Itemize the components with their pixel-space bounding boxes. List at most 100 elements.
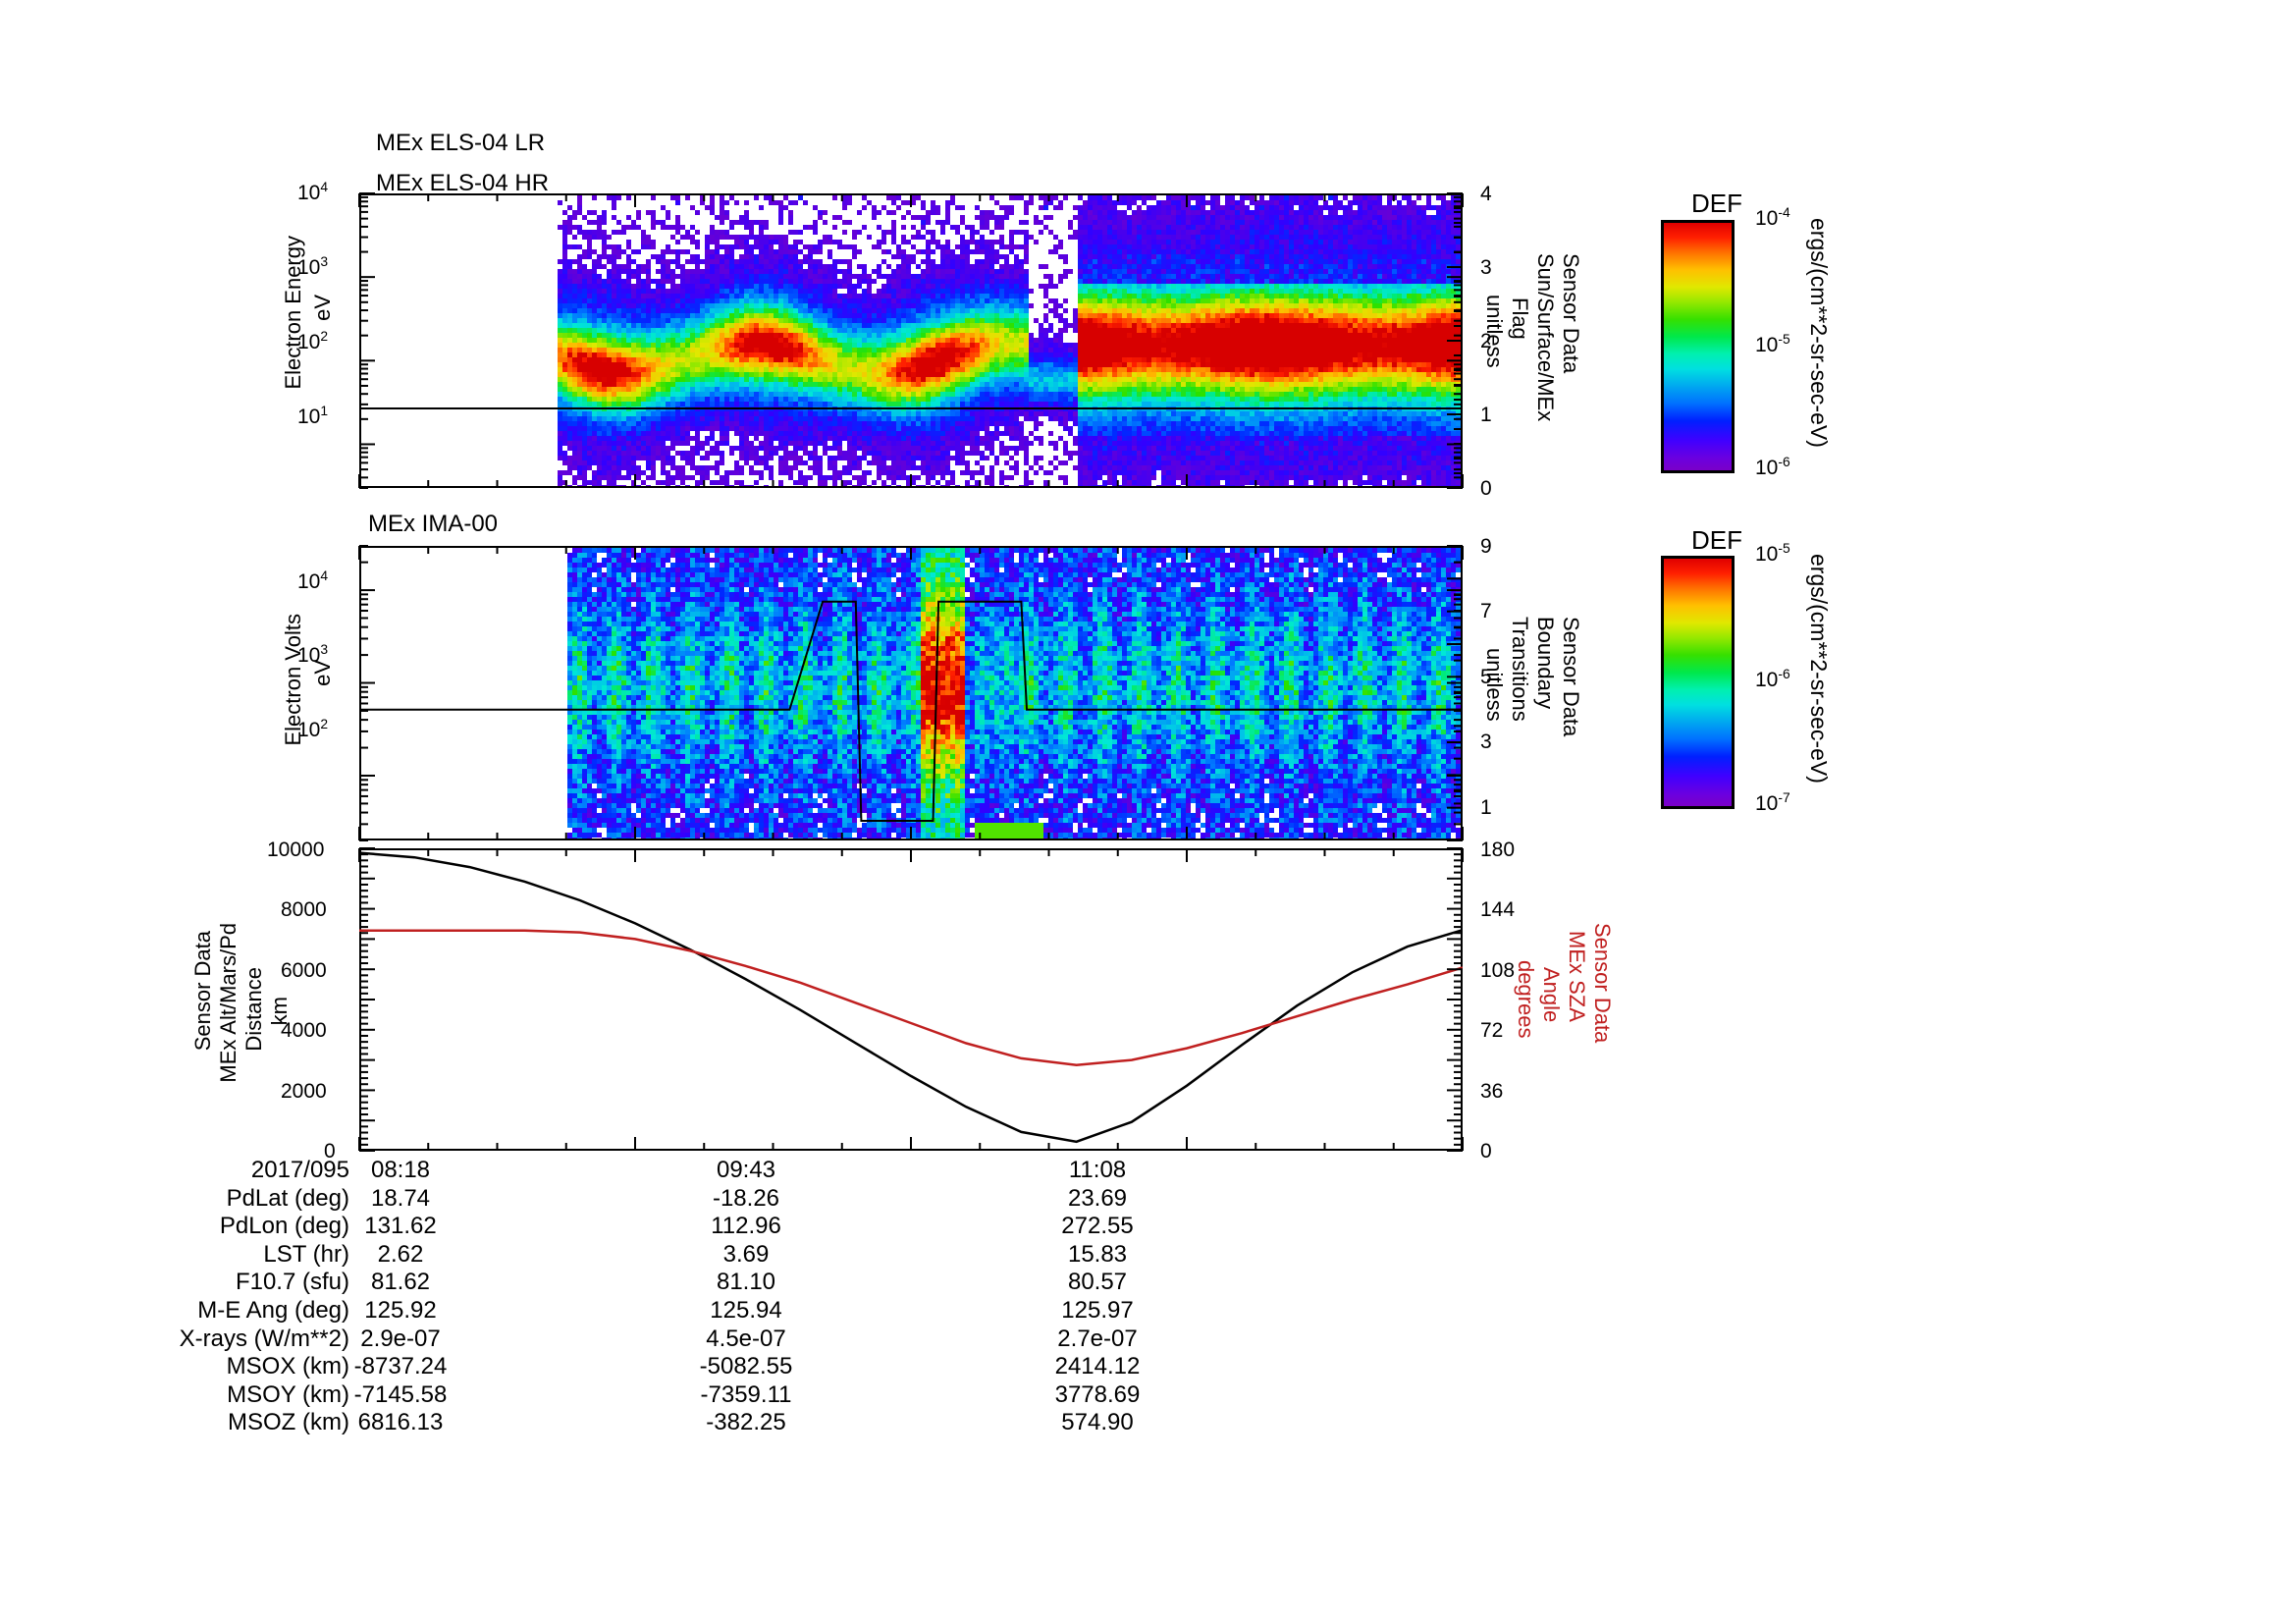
info-row-label: F10.7 (sfu) (235, 1269, 349, 1296)
panel2-title: MEx IMA-00 (368, 511, 499, 537)
info-row-label: M-E Ang (deg) (197, 1297, 349, 1324)
info-cell: 3778.69 (1054, 1380, 1141, 1408)
colorbar2-tick-top: 10-5 (1755, 540, 1790, 566)
panel2-right-axis-label-l1: Boundary (1532, 617, 1558, 710)
panel2-boundary-trace (359, 600, 1463, 822)
panel2-right-tick-1: 1 (1480, 796, 1492, 819)
info-cell: -7145.58 (353, 1380, 448, 1408)
colorbar2-gradient (1664, 559, 1732, 806)
panel1-flag-trace (359, 407, 1463, 409)
panel3-ytick-10000: 10000 (267, 839, 325, 861)
panel1-title-lr: MEx ELS-04 LR (376, 130, 546, 156)
info-cell: 2.9e-07 (360, 1325, 441, 1352)
info-row-label: MSOY (km) (227, 1380, 349, 1408)
colorbar1 (1661, 220, 1735, 473)
info-cell: -18.26 (712, 1184, 780, 1212)
panel1-ytick-10: 101 (297, 403, 329, 428)
info-cell: 81.10 (716, 1269, 776, 1296)
info-cell: 2.7e-07 (1057, 1325, 1138, 1352)
panel3-ytick-6000: 6000 (281, 959, 327, 982)
panel3-right-tick-180: 180 (1480, 839, 1516, 861)
panel3-right-axis-label-l0: Sensor Data (1589, 923, 1615, 1044)
info-row-label: LST (hr) (263, 1240, 349, 1268)
colorbar2-units: ergs/(cm**2-sr-sec-eV) (1805, 554, 1832, 784)
info-cell: 18.74 (370, 1184, 431, 1212)
panel2-right-tick-9: 9 (1480, 535, 1492, 558)
panel1-spectrogram (361, 195, 1461, 486)
info-row-label: MSOX (km) (226, 1353, 349, 1380)
panel2-right-tick-3: 3 (1480, 730, 1492, 753)
panel1-ytick-100: 102 (297, 328, 329, 353)
panel3-right-tick-108: 108 (1480, 959, 1516, 982)
info-row-label: PdLon (deg) (219, 1213, 349, 1240)
info-cell: 4.5e-07 (706, 1325, 786, 1352)
colorbar1-tick-top: 10-4 (1755, 204, 1790, 230)
panel2-right-tick-7: 7 (1480, 600, 1492, 622)
info-cell: 112.96 (711, 1213, 781, 1240)
panel2-spectrogram (361, 548, 1461, 839)
panel2-ytick-100: 102 (297, 716, 329, 741)
panel2-ytick-1000: 103 (297, 641, 329, 667)
info-cell: 81.62 (370, 1269, 431, 1296)
panel1-right-axis-label-l1: Sun/Surface/MEx (1532, 253, 1558, 422)
panel3-line-traces (359, 851, 1463, 1144)
info-cell: 574.90 (1061, 1409, 1134, 1436)
info-row-label: PdLat (deg) (226, 1184, 349, 1212)
panel3-ytick-0: 0 (324, 1140, 336, 1163)
info-cell: 15.83 (1067, 1240, 1128, 1268)
panel2-right-axis-label-l3: unitless (1481, 648, 1507, 722)
info-cell: 80.57 (1067, 1269, 1128, 1296)
colorbar2-title: DEF (1691, 525, 1742, 555)
info-cell: 6816.13 (357, 1409, 444, 1436)
colorbar1-tick-mid: 10-5 (1755, 331, 1790, 356)
info-cell: 23.69 (1067, 1184, 1128, 1212)
info-row-label: 2017/095 (250, 1157, 349, 1183)
panel1-right-tick-3: 3 (1480, 256, 1492, 279)
colorbar1-gradient (1664, 223, 1732, 470)
panel1-right-tick-1: 1 (1480, 404, 1492, 426)
colorbar1-units: ergs/(cm**2-sr-sec-eV) (1805, 218, 1832, 448)
panel3-right-tick-144: 144 (1480, 898, 1516, 921)
info-cell: -5082.55 (699, 1353, 793, 1380)
info-cell: 272.55 (1061, 1213, 1134, 1240)
info-cell: 09:43 (716, 1157, 776, 1183)
panel2-right-axis-label-l2: Transitions (1507, 617, 1532, 722)
panel3-ytick-8000: 8000 (281, 898, 327, 921)
panel3-right-tick-72: 72 (1480, 1019, 1504, 1042)
panel1-right-tick-0: 0 (1480, 477, 1492, 500)
panel1-title-hr: MEx ELS-04 HR (376, 170, 550, 196)
panel2-right-tick-5: 5 (1480, 666, 1492, 688)
info-cell: -8737.24 (353, 1353, 448, 1380)
info-cell: -382.25 (706, 1409, 786, 1436)
info-row-label: MSOZ (km) (228, 1409, 349, 1436)
info-row-label: X-rays (W/m**2) (179, 1325, 349, 1352)
panel1-ytick-1000: 103 (297, 253, 329, 279)
colorbar1-title: DEF (1691, 189, 1742, 218)
panel3-ytick-4000: 4000 (281, 1019, 327, 1042)
info-cell: 125.94 (710, 1297, 782, 1324)
info-cell: 125.92 (364, 1297, 437, 1324)
colorbar1-tick-bottom: 10-6 (1755, 454, 1790, 479)
panel3-right-axis-label-l2: Angle (1538, 967, 1564, 1023)
info-cell: 125.97 (1061, 1297, 1134, 1324)
panel1-right-tick-2: 2 (1480, 330, 1492, 352)
info-cell: 2414.12 (1054, 1353, 1141, 1380)
panel2-right-axis-label-l0: Sensor Data (1558, 617, 1583, 737)
info-cell: 3.69 (722, 1240, 770, 1268)
colorbar2-tick-mid: 10-6 (1755, 666, 1790, 691)
panel3-right-tick-36: 36 (1480, 1080, 1504, 1103)
panel3-right-axis-label-l1: MEx SZA (1564, 931, 1589, 1022)
colorbar2 (1661, 556, 1735, 809)
panel3-right-tick-0: 0 (1480, 1140, 1492, 1163)
panel1-ytick-10000: 104 (297, 179, 329, 204)
colorbar2-tick-bottom: 10-7 (1755, 789, 1790, 815)
info-cell: 11:08 (1068, 1157, 1127, 1183)
info-cell: 2.62 (377, 1240, 424, 1268)
info-cell: 08:18 (370, 1157, 431, 1183)
info-cell: -7359.11 (700, 1380, 792, 1408)
panel1-right-axis-label-l3: unitless (1481, 295, 1507, 368)
panel1-right-tick-4: 4 (1480, 183, 1492, 205)
panel1-right-axis-label-l2: Flag (1507, 298, 1532, 340)
